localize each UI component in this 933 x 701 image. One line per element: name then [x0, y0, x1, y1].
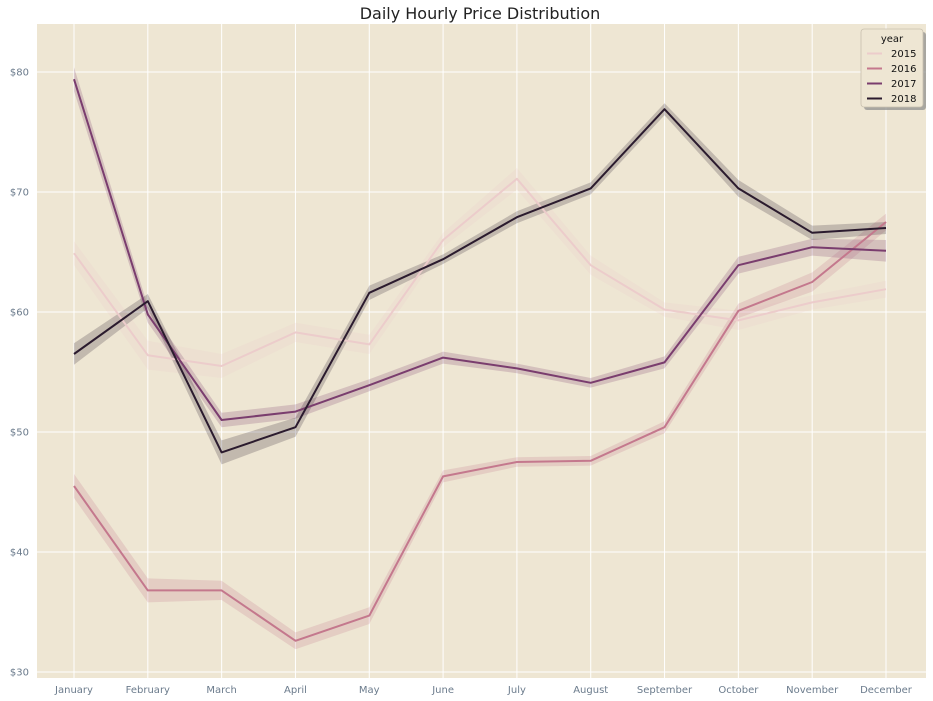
series-line-2018	[73, 108, 887, 454]
plot-area	[37, 24, 926, 678]
legend-items: 2015 2016 2017 2018	[867, 49, 916, 105]
y-tick-label: $50	[10, 428, 29, 439]
x-tick-label: March	[206, 685, 236, 696]
y-tick-label: $60	[10, 308, 29, 319]
y-tick-label: $40	[10, 548, 29, 559]
y-tick-label: $80	[10, 68, 29, 79]
y-tick-label: $70	[10, 188, 29, 199]
x-tick-label: April	[284, 685, 307, 696]
x-tick-label: January	[54, 685, 93, 696]
series-line-2017	[73, 78, 887, 421]
chart-title: Daily Hourly Price Distribution	[360, 4, 601, 23]
legend-box	[860, 28, 924, 108]
x-tick-label: May	[359, 685, 380, 696]
y-tick-label: $30	[10, 668, 29, 679]
x-tick-label: June	[431, 685, 454, 696]
x-tick-label: July	[507, 685, 526, 696]
series-line-2016	[73, 221, 887, 642]
series-lines	[73, 78, 887, 642]
x-axis-ticks: January February March April May June July Augu…	[54, 685, 913, 696]
x-tick-label: October	[718, 685, 759, 696]
x-tick-label: September	[637, 685, 693, 696]
grid-lines	[37, 24, 926, 678]
legend-title: year	[881, 34, 904, 45]
legend-label: 2017	[891, 79, 916, 90]
x-tick-label: December	[860, 685, 913, 696]
legend: year 2015 2016 2017 2018	[860, 28, 926, 110]
series-line-2015	[73, 177, 887, 367]
legend-label: 2015	[891, 49, 916, 60]
y-axis-ticks: $30 $40 $50 $60 $70 $80	[10, 68, 29, 679]
x-tick-label: August	[573, 685, 608, 696]
legend-label: 2018	[891, 94, 916, 105]
x-tick-label: November	[786, 685, 839, 696]
legend-label: 2016	[891, 64, 916, 75]
x-tick-label: February	[126, 685, 170, 696]
